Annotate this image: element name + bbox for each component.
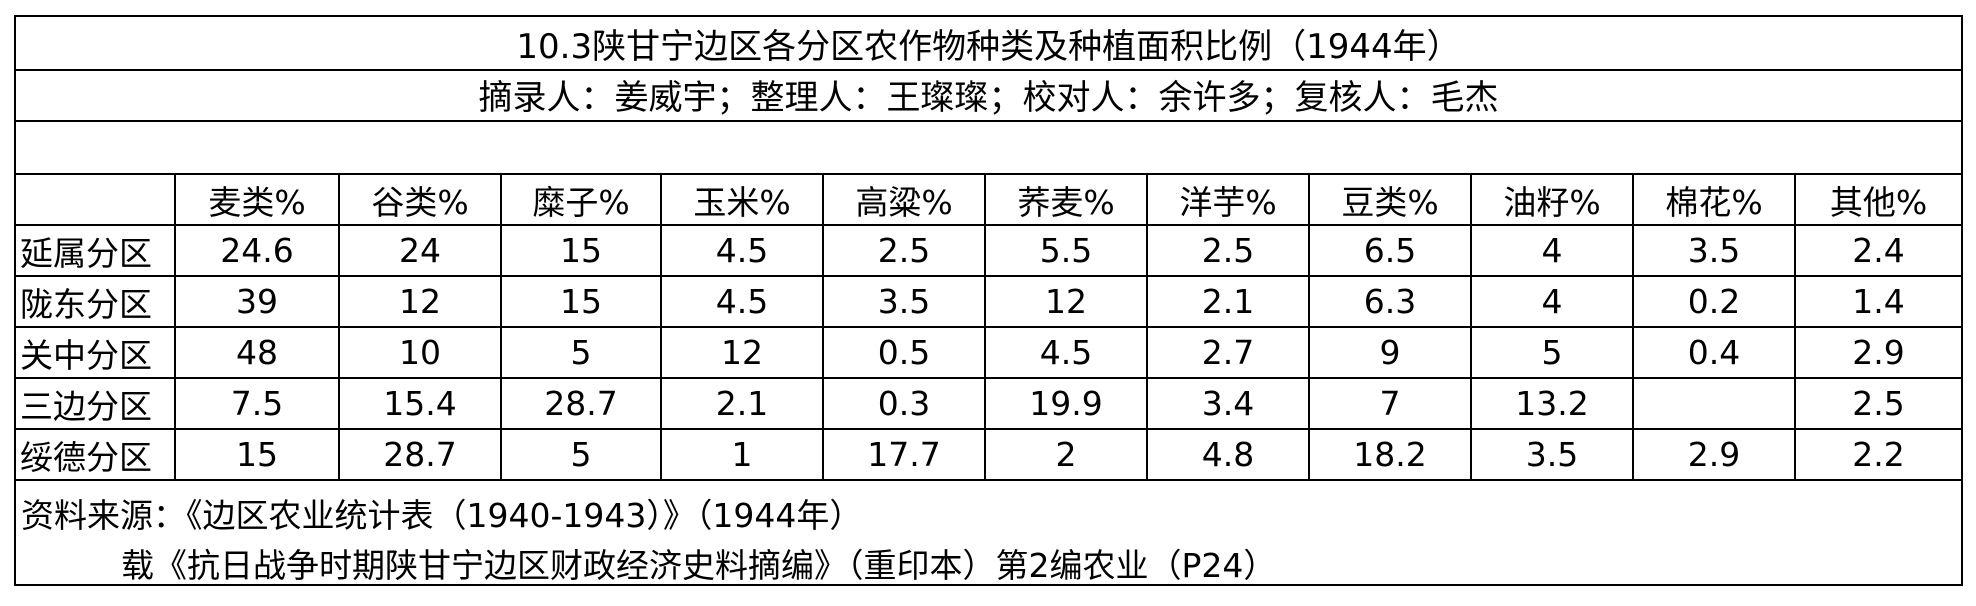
table-cell: 2.4 [1794,224,1963,277]
column-header: 谷类% [338,173,502,226]
table-cell: 4.8 [1146,428,1310,481]
table-title: 10.3陕甘宁边区各分区农作物种类及种植面积比例（1944年） [516,26,1461,67]
table-cell: 39 [174,275,340,328]
table-cell: 6.5 [1308,224,1472,277]
table-cell: 28.7 [338,428,502,481]
table-cell: 1.4 [1794,275,1963,328]
row-label: 关中分区 [14,326,176,379]
table-cell: 0.3 [822,377,986,430]
table-cell: 24 [338,224,502,277]
table-cell: 2.9 [1632,428,1796,481]
row-label: 三边分区 [14,377,176,430]
table-cell: 4.5 [984,326,1148,379]
data-grid: 麦类% 谷类% 糜子% 玉米% 高粱% 荞麦% 洋芋% 豆类% 油籽% 棉花% 其他% 延属分区 24.… [14,173,1963,481]
table-cell: 5 [500,326,662,379]
table-cell: 4 [1470,224,1634,277]
table-cell: 2.5 [822,224,986,277]
table-cell: 2.9 [1794,326,1963,379]
table-cell: 12 [984,275,1148,328]
column-header: 其他% [1794,173,1963,226]
table-cell: 12 [338,275,502,328]
table-cell: 5.5 [984,224,1148,277]
table-cell [1632,377,1796,430]
table-cell: 28.7 [500,377,662,430]
table-cell: 3.4 [1146,377,1310,430]
column-header: 麦类% [174,173,340,226]
table-cell: 15 [500,224,662,277]
table-row: 陇东分区 39 12 15 4.5 3.5 12 2.1 6.3 4 0.2 1.4 [14,275,1963,328]
table-cell: 3.5 [822,275,986,328]
table-cell: 15 [174,428,340,481]
table-cell: 7.5 [174,377,340,430]
table-cell: 4.5 [660,275,824,328]
blank-row [14,122,1963,175]
column-header: 高粱% [822,173,986,226]
row-label: 绥德分区 [14,428,176,481]
table-cell: 2.7 [1146,326,1310,379]
table-cell: 3.5 [1632,224,1796,277]
credits-text: 摘录人：姜威宇；整理人：王璨璨；校对人：余许多；复核人：毛杰 [478,78,1499,118]
table-cell: 24.6 [174,224,340,277]
header-row: 麦类% 谷类% 糜子% 玉米% 高粱% 荞麦% 洋芋% 豆类% 油籽% 棉花% 其他% [14,173,1963,226]
table-cell: 5 [1470,326,1634,379]
table-cell: 5 [500,428,662,481]
table-cell: 17.7 [822,428,986,481]
title-row: 10.3陕甘宁边区各分区农作物种类及种植面积比例（1944年） [14,15,1963,71]
credits-row: 摘录人：姜威宇；整理人：王璨璨；校对人：余许多；复核人：毛杰 [14,69,1963,122]
table-row: 延属分区 24.6 24 15 4.5 2.5 5.5 2.5 6.5 4 3.5 2.4 [14,224,1963,277]
source-block: 资料来源：《边区农业统计表（1940-1943）》（1944年） 载《抗日战争时… [14,479,1963,586]
column-header: 棉花% [1632,173,1796,226]
table-cell: 2.5 [1794,377,1963,430]
column-header: 玉米% [660,173,824,226]
table-cell: 6.3 [1308,275,1472,328]
column-header: 糜子% [500,173,662,226]
column-header: 豆类% [1308,173,1472,226]
table-cell: 15.4 [338,377,502,430]
table-cell: 2.2 [1794,428,1963,481]
column-header: 洋芋% [1146,173,1310,226]
table-cell: 1 [660,428,824,481]
table-row: 绥德分区 15 28.7 5 1 17.7 2 4.8 18.2 3.5 2.9 2.2 [14,428,1963,481]
table-cell: 9 [1308,326,1472,379]
table-cell: 4 [1470,275,1634,328]
table-row: 关中分区 48 10 5 12 0.5 4.5 2.7 9 5 0.4 2.9 [14,326,1963,379]
source-line-1: 资料来源：《边区农业统计表（1940-1943）》（1944年） [21,496,863,535]
spreadsheet-table: 10.3陕甘宁边区各分区农作物种类及种植面积比例（1944年） 摘录人：姜威宇；… [14,15,1963,586]
row-label: 陇东分区 [14,275,176,328]
table-cell: 15 [500,275,662,328]
column-header: 荞麦% [984,173,1148,226]
table-cell: 2.1 [660,377,824,430]
table-cell: 0.5 [822,326,986,379]
table-cell: 3.5 [1470,428,1634,481]
table-cell: 19.9 [984,377,1148,430]
source-line-2: 载《抗日战争时期陕甘宁边区财政经济史料摘编》（重印本）第2编农业（P24） [121,546,1277,585]
table-cell: 13.2 [1470,377,1634,430]
table-cell: 2 [984,428,1148,481]
table-cell: 0.4 [1632,326,1796,379]
column-header: 油籽% [1470,173,1634,226]
corner-cell [14,173,176,226]
table-cell: 10 [338,326,502,379]
table-cell: 7 [1308,377,1472,430]
table-row: 三边分区 7.5 15.4 28.7 2.1 0.3 19.9 3.4 7 13.2 2.5 [14,377,1963,430]
table-cell: 4.5 [660,224,824,277]
table-cell: 2.1 [1146,275,1310,328]
table-cell: 2.5 [1146,224,1310,277]
row-label: 延属分区 [14,224,176,277]
table-cell: 12 [660,326,824,379]
table-cell: 48 [174,326,340,379]
table-cell: 0.2 [1632,275,1796,328]
table-cell: 18.2 [1308,428,1472,481]
